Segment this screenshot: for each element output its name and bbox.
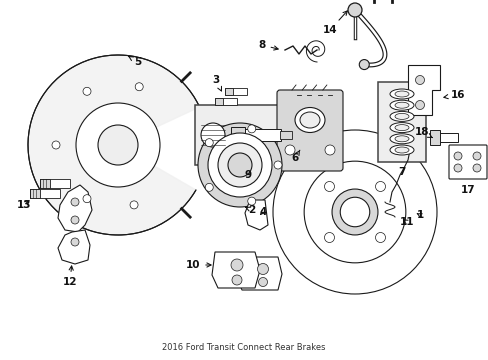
Bar xyxy=(429,133,457,142)
FancyBboxPatch shape xyxy=(448,145,486,179)
Text: 14: 14 xyxy=(322,11,346,35)
Circle shape xyxy=(304,161,405,263)
Bar xyxy=(230,127,244,143)
Ellipse shape xyxy=(389,123,413,132)
Ellipse shape xyxy=(394,136,408,142)
Ellipse shape xyxy=(389,100,413,110)
Bar xyxy=(215,98,223,105)
Circle shape xyxy=(98,125,138,165)
Circle shape xyxy=(331,189,377,235)
Circle shape xyxy=(272,130,436,294)
Text: 10: 10 xyxy=(185,260,211,270)
Circle shape xyxy=(258,278,267,287)
Ellipse shape xyxy=(389,134,413,144)
Circle shape xyxy=(205,139,213,147)
Bar xyxy=(40,179,70,188)
Ellipse shape xyxy=(394,91,408,97)
Circle shape xyxy=(201,123,224,147)
Ellipse shape xyxy=(394,102,408,108)
Bar xyxy=(40,179,50,188)
Polygon shape xyxy=(244,200,267,230)
Ellipse shape xyxy=(389,111,413,121)
Circle shape xyxy=(257,264,268,274)
Bar xyxy=(30,189,60,198)
Circle shape xyxy=(76,103,160,187)
Ellipse shape xyxy=(394,125,408,131)
Circle shape xyxy=(472,164,480,172)
Bar xyxy=(30,189,40,198)
Circle shape xyxy=(247,125,255,133)
Bar xyxy=(195,105,302,165)
Polygon shape xyxy=(28,55,199,235)
Bar xyxy=(215,98,237,105)
Circle shape xyxy=(71,216,79,224)
Text: 17: 17 xyxy=(460,185,474,195)
Circle shape xyxy=(198,123,282,207)
Text: 12: 12 xyxy=(62,266,77,287)
Circle shape xyxy=(83,87,91,95)
Ellipse shape xyxy=(299,112,319,128)
Text: 2: 2 xyxy=(245,205,255,215)
Polygon shape xyxy=(212,252,260,288)
Circle shape xyxy=(453,152,461,160)
Polygon shape xyxy=(407,65,439,115)
Bar xyxy=(280,131,291,139)
Polygon shape xyxy=(58,230,90,264)
Circle shape xyxy=(324,181,334,192)
Bar xyxy=(230,129,281,141)
Circle shape xyxy=(205,183,213,191)
Circle shape xyxy=(130,201,138,209)
Text: 15: 15 xyxy=(0,359,1,360)
Polygon shape xyxy=(237,257,282,290)
Text: 7: 7 xyxy=(398,167,405,177)
Circle shape xyxy=(247,197,255,205)
Circle shape xyxy=(273,161,282,169)
Circle shape xyxy=(231,275,242,285)
Circle shape xyxy=(415,100,424,109)
Bar xyxy=(224,88,232,95)
Text: 16: 16 xyxy=(443,90,464,100)
Circle shape xyxy=(135,83,143,91)
Polygon shape xyxy=(58,185,92,232)
Circle shape xyxy=(375,233,385,243)
Text: 8: 8 xyxy=(258,40,278,50)
Text: 2016 Ford Transit Connect Rear Brakes: 2016 Ford Transit Connect Rear Brakes xyxy=(162,343,325,352)
Circle shape xyxy=(347,3,361,17)
Bar xyxy=(224,88,246,95)
Text: 4: 4 xyxy=(259,207,266,217)
Text: 9: 9 xyxy=(244,170,251,180)
Circle shape xyxy=(453,164,461,172)
Circle shape xyxy=(218,143,262,187)
Circle shape xyxy=(359,59,368,69)
Circle shape xyxy=(207,133,271,197)
Circle shape xyxy=(83,195,91,203)
Text: 3: 3 xyxy=(212,75,221,91)
Circle shape xyxy=(227,153,251,177)
Bar xyxy=(377,82,425,162)
Circle shape xyxy=(325,145,334,155)
Ellipse shape xyxy=(294,108,325,132)
Text: 11: 11 xyxy=(399,217,413,227)
Circle shape xyxy=(324,233,334,243)
Text: 5: 5 xyxy=(128,57,142,67)
Circle shape xyxy=(340,197,369,227)
Circle shape xyxy=(285,145,294,155)
Ellipse shape xyxy=(389,89,413,99)
Circle shape xyxy=(71,198,79,206)
Circle shape xyxy=(71,238,79,246)
Circle shape xyxy=(415,76,424,85)
Ellipse shape xyxy=(394,113,408,120)
Circle shape xyxy=(375,181,385,192)
Text: 6: 6 xyxy=(291,150,299,163)
Ellipse shape xyxy=(394,147,408,153)
Text: 18: 18 xyxy=(414,127,431,138)
Text: 13: 13 xyxy=(17,200,31,210)
Circle shape xyxy=(472,152,480,160)
Text: 1: 1 xyxy=(415,210,423,220)
Circle shape xyxy=(52,141,60,149)
Bar xyxy=(429,130,439,145)
Circle shape xyxy=(230,259,243,271)
Ellipse shape xyxy=(389,145,413,155)
FancyBboxPatch shape xyxy=(276,90,342,171)
